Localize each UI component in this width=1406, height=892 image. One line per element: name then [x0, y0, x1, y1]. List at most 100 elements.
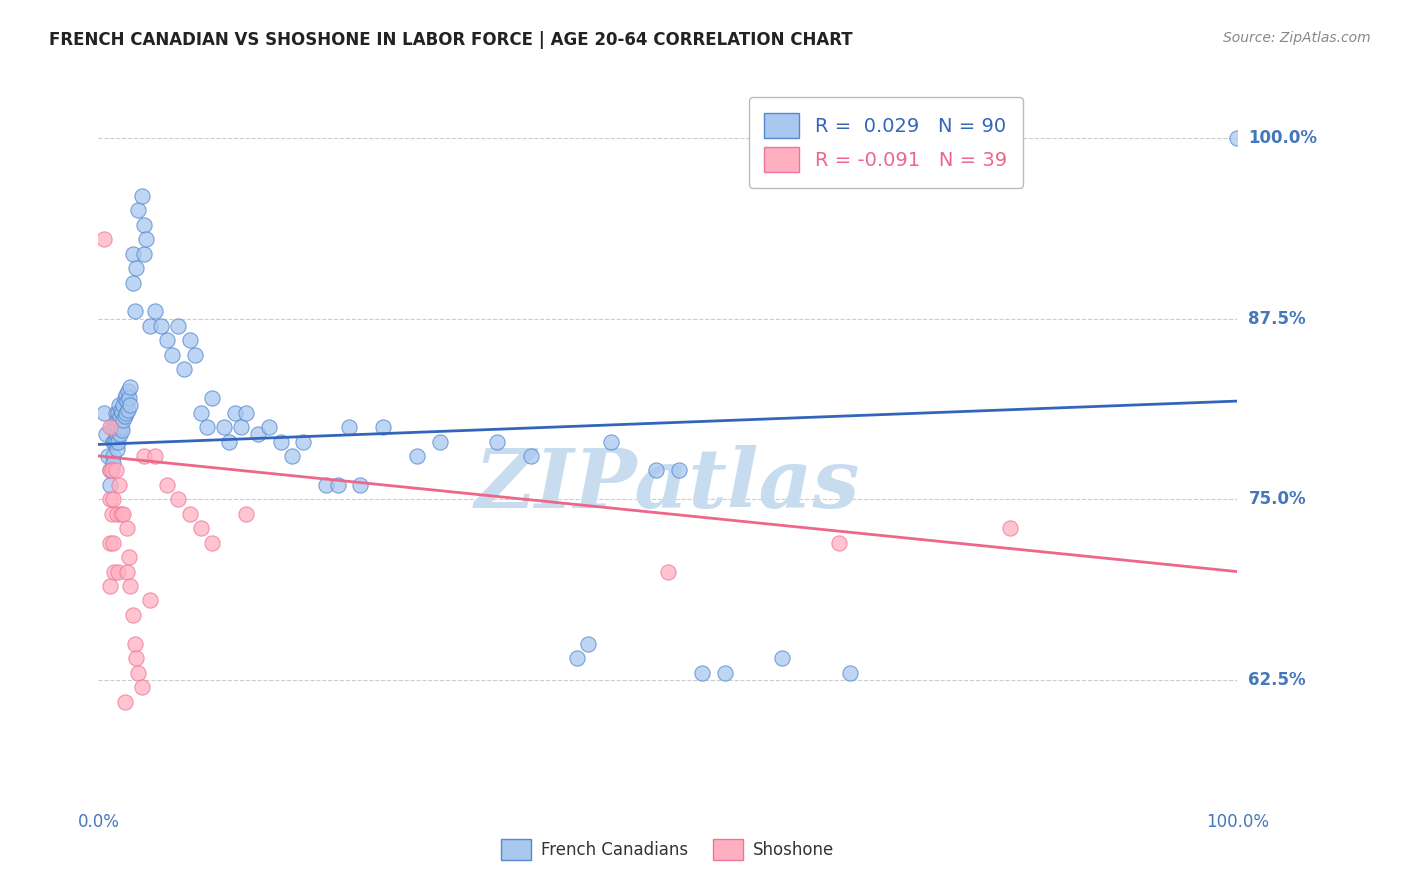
- Point: [121, 246, 143, 260]
- Point: [179, 507, 201, 521]
- Point: [112, 398, 135, 412]
- Text: FRENCH CANADIAN VS SHOSHONE IN LABOR FORCE | AGE 20-64 CORRELATION CHART: FRENCH CANADIAN VS SHOSHONE IN LABOR FOR…: [49, 31, 853, 49]
- Point: [120, 579, 142, 593]
- Point: [167, 492, 190, 507]
- Point: [600, 434, 623, 449]
- Point: [121, 276, 143, 290]
- Point: [770, 651, 793, 665]
- Point: [111, 406, 134, 420]
- Point: [138, 318, 160, 333]
- Point: [195, 420, 218, 434]
- Point: [429, 434, 451, 449]
- Point: [114, 406, 136, 420]
- Point: [117, 384, 139, 398]
- Point: [118, 391, 141, 405]
- Point: [135, 232, 157, 246]
- Point: [190, 406, 212, 420]
- Point: [520, 449, 543, 463]
- Point: [120, 398, 142, 412]
- Point: [229, 420, 252, 434]
- Point: [108, 398, 131, 412]
- Point: [125, 261, 148, 276]
- Point: [104, 463, 127, 477]
- Point: [184, 348, 207, 362]
- Point: [98, 463, 121, 477]
- Point: [98, 420, 121, 434]
- Point: [107, 434, 129, 449]
- Point: [103, 565, 125, 579]
- Point: [565, 651, 588, 665]
- Point: [127, 203, 149, 218]
- Point: [114, 409, 136, 423]
- Point: [1226, 131, 1249, 145]
- Point: [115, 565, 138, 579]
- Point: [246, 427, 269, 442]
- Point: [98, 579, 121, 593]
- Point: [150, 318, 173, 333]
- Point: [235, 406, 257, 420]
- Point: [114, 695, 136, 709]
- Point: [101, 507, 124, 521]
- Point: [201, 535, 224, 549]
- Point: [839, 665, 862, 680]
- Point: [690, 665, 713, 680]
- Point: [167, 318, 190, 333]
- Point: [107, 420, 129, 434]
- Point: [120, 379, 142, 393]
- Point: [124, 637, 146, 651]
- Point: [108, 413, 131, 427]
- Point: [173, 362, 195, 376]
- Point: [110, 402, 132, 417]
- Point: [131, 189, 153, 203]
- Point: [162, 348, 184, 362]
- Point: [292, 434, 315, 449]
- Point: [998, 521, 1021, 535]
- Point: [108, 409, 131, 423]
- Point: [114, 388, 136, 402]
- Point: [371, 420, 394, 434]
- Point: [104, 420, 127, 434]
- Point: [96, 427, 118, 442]
- Point: [486, 434, 509, 449]
- Point: [337, 420, 360, 434]
- Point: [145, 304, 167, 318]
- Point: [118, 550, 141, 565]
- Point: [98, 492, 121, 507]
- Point: [349, 478, 371, 492]
- Point: [156, 334, 179, 348]
- Point: [112, 413, 135, 427]
- Point: [107, 565, 129, 579]
- Point: [96, 449, 118, 463]
- Point: [201, 391, 224, 405]
- Point: [145, 449, 167, 463]
- Point: [132, 246, 155, 260]
- Point: [93, 232, 115, 246]
- Point: [125, 651, 148, 665]
- Point: [645, 463, 668, 477]
- Text: ZIPatlas: ZIPatlas: [475, 445, 860, 524]
- Text: 100.0%: 100.0%: [1249, 129, 1317, 147]
- Point: [132, 449, 155, 463]
- Point: [828, 535, 851, 549]
- Point: [121, 607, 143, 622]
- Point: [576, 637, 599, 651]
- Point: [326, 478, 349, 492]
- Point: [115, 521, 138, 535]
- Point: [105, 507, 128, 521]
- Point: [93, 406, 115, 420]
- Text: 87.5%: 87.5%: [1249, 310, 1306, 327]
- Point: [117, 402, 139, 417]
- Point: [131, 680, 153, 694]
- Point: [224, 406, 246, 420]
- Point: [668, 463, 690, 477]
- Point: [101, 420, 124, 434]
- Point: [259, 420, 281, 434]
- Point: [108, 478, 131, 492]
- Point: [115, 394, 138, 409]
- Point: [714, 665, 737, 680]
- Point: [103, 535, 125, 549]
- Point: [156, 478, 179, 492]
- Point: [110, 507, 132, 521]
- Point: [657, 565, 679, 579]
- Point: [105, 413, 128, 427]
